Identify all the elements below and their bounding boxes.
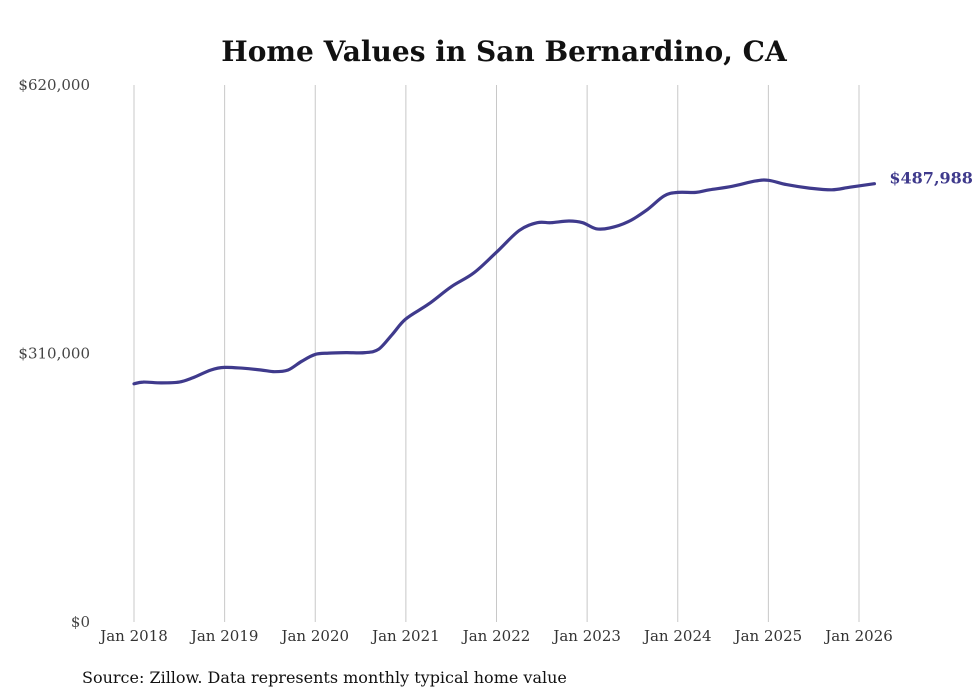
y-tick-label: $310,000: [18, 345, 90, 363]
x-tick-label: Jan 2024: [642, 627, 712, 645]
series-layer: $487,988: [132, 169, 973, 386]
y-tick-label: $0: [71, 613, 90, 631]
source-note: Source: Zillow. Data represents monthly …: [82, 668, 567, 687]
vertical-gridlines: [133, 85, 860, 622]
x-tick-label: Jan 2026: [823, 627, 893, 645]
x-tick-label: Jan 2022: [461, 627, 531, 645]
y-axis-ticks: $0 $310,000 $620,000: [18, 76, 90, 631]
x-tick-label: Jan 2019: [189, 627, 259, 645]
x-tick-label: Jan 2023: [551, 627, 621, 645]
x-tick-label: Jan 2018: [98, 627, 168, 645]
y-tick-label: $620,000: [18, 76, 90, 94]
x-tick-label: Jan 2020: [279, 627, 349, 645]
x-axis-ticks: Jan 2018 Jan 2019 Jan 2020 Jan 2021 Jan 2022…: [98, 627, 893, 645]
chart-title: Home Values in San Bernardino, CA: [221, 35, 788, 68]
x-tick-label: Jan 2021: [370, 627, 440, 645]
end-value-label: $487,988: [889, 169, 973, 188]
series-line-home-value: [132, 178, 876, 386]
x-tick-label: Jan 2025: [733, 627, 803, 645]
